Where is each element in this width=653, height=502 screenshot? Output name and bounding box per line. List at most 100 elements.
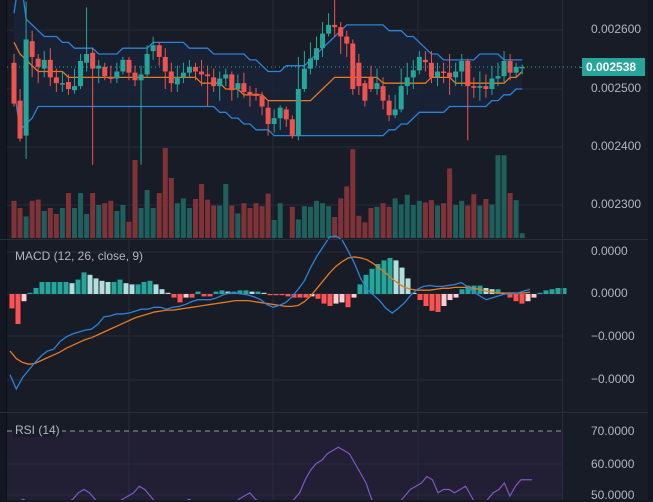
rsi-axis[interactable]: 70.0000 60.0000 50.0000 [562,413,649,502]
macd-histogram-bar [369,268,375,294]
candle-body [180,72,186,78]
candle-body [459,61,465,72]
volume-bar [150,208,156,238]
candle-body [386,100,392,116]
volume-bar [247,208,253,238]
volume-bar [217,205,223,238]
candle-body [217,78,223,87]
candle-body [259,95,265,107]
volume-bar [386,206,392,238]
macd-histogram-bar [345,294,351,308]
volume-bar [96,205,102,238]
volume-bar [193,199,198,238]
candle-body [23,39,29,136]
macd-histogram-bar [285,294,291,297]
volume-bar [380,203,386,238]
volume-bar [332,217,338,238]
macd-axis-label: 0.0000 [591,244,628,258]
macd-legend[interactable]: MACD (12, 26, close, 9) [15,249,144,263]
volume-bar [17,208,23,238]
macd-histogram-bar [357,284,363,294]
volume-bar [465,205,471,238]
rsi-axis-label: 50.0000 [591,488,635,502]
candle-body [29,41,35,57]
candle-body [398,86,404,110]
candle-body [162,56,168,72]
volume-bar [241,203,247,238]
volume-bar [199,184,205,238]
pane-separator[interactable] [0,239,648,240]
candle-body [513,66,519,73]
price-axis[interactable]: 0.002600 0.002500 0.002400 0.002300 [562,0,649,240]
pane-separator[interactable] [0,412,648,413]
macd-histogram-bar [261,292,267,294]
macd-histogram-bar [195,291,201,294]
volume-bar [108,200,114,238]
candle-body [241,83,247,92]
macd-histogram-bar [441,294,447,306]
volume-bar [205,199,211,238]
macd-histogram-bar [243,290,249,294]
candle-body [247,91,253,95]
candle-body [289,119,295,136]
candle-body [422,59,428,63]
candle-body [453,71,459,78]
price-axis-label: 0.002300 [591,197,642,211]
macd-histogram-bar [267,294,273,296]
macd-histogram-bar [129,284,135,294]
candle-body [283,109,289,120]
macd-histogram-bar [399,267,405,294]
volume-bar [229,205,235,238]
candle-body [199,71,205,75]
macd-histogram-bar [315,294,321,299]
macd-histogram-bar [237,290,243,294]
left-border [0,0,7,500]
candle-body [326,24,332,34]
candle-body [193,66,198,72]
macd-histogram-bar [249,291,255,294]
macd-histogram-bar [9,294,15,309]
macd-axis-label: −0.0000 [591,372,635,386]
candle-body [519,66,525,69]
candle-body [78,61,84,87]
candle-body [338,27,344,37]
candle-body [501,61,507,77]
volume-bar [507,193,513,238]
volume-bar [168,178,174,238]
rsi-legend[interactable]: RSI (14) [13,423,62,437]
volume-bar [489,204,495,238]
macd-histogram-bar [549,289,555,294]
macd-histogram-bar [381,260,387,294]
macd-histogram-bar [123,283,129,294]
volume-bar [374,206,380,238]
macd-histogram-bar [531,294,537,298]
volume-bar [259,206,265,238]
volume-bar [295,219,301,238]
candle-body [477,86,483,88]
macd-histogram-bar [207,294,213,297]
macd-axis[interactable]: 0.0000 0.0000 −0.0000 −0.0000 [562,240,649,412]
macd-histogram-bar [537,292,543,294]
candle-body [53,77,59,84]
volume-bar [90,193,96,238]
volume-bar [477,205,483,238]
right-border [648,0,653,500]
candle-body [295,89,301,136]
macd-histogram-bar [147,280,153,294]
candle-body [495,76,501,79]
volume-bar [471,194,477,238]
macd-histogram-bar [363,274,369,294]
volume-bar [47,208,53,238]
macd-histogram-bar [447,294,453,300]
macd-histogram-bar [165,292,171,294]
volume-bar [132,160,138,238]
volume-bar [162,148,168,238]
macd-histogram-bar [21,294,27,302]
candle-body [307,58,313,69]
volume-bar [186,208,192,238]
macd-histogram-bar [495,289,501,294]
volume-bar [447,168,453,238]
candle-body [96,65,102,69]
